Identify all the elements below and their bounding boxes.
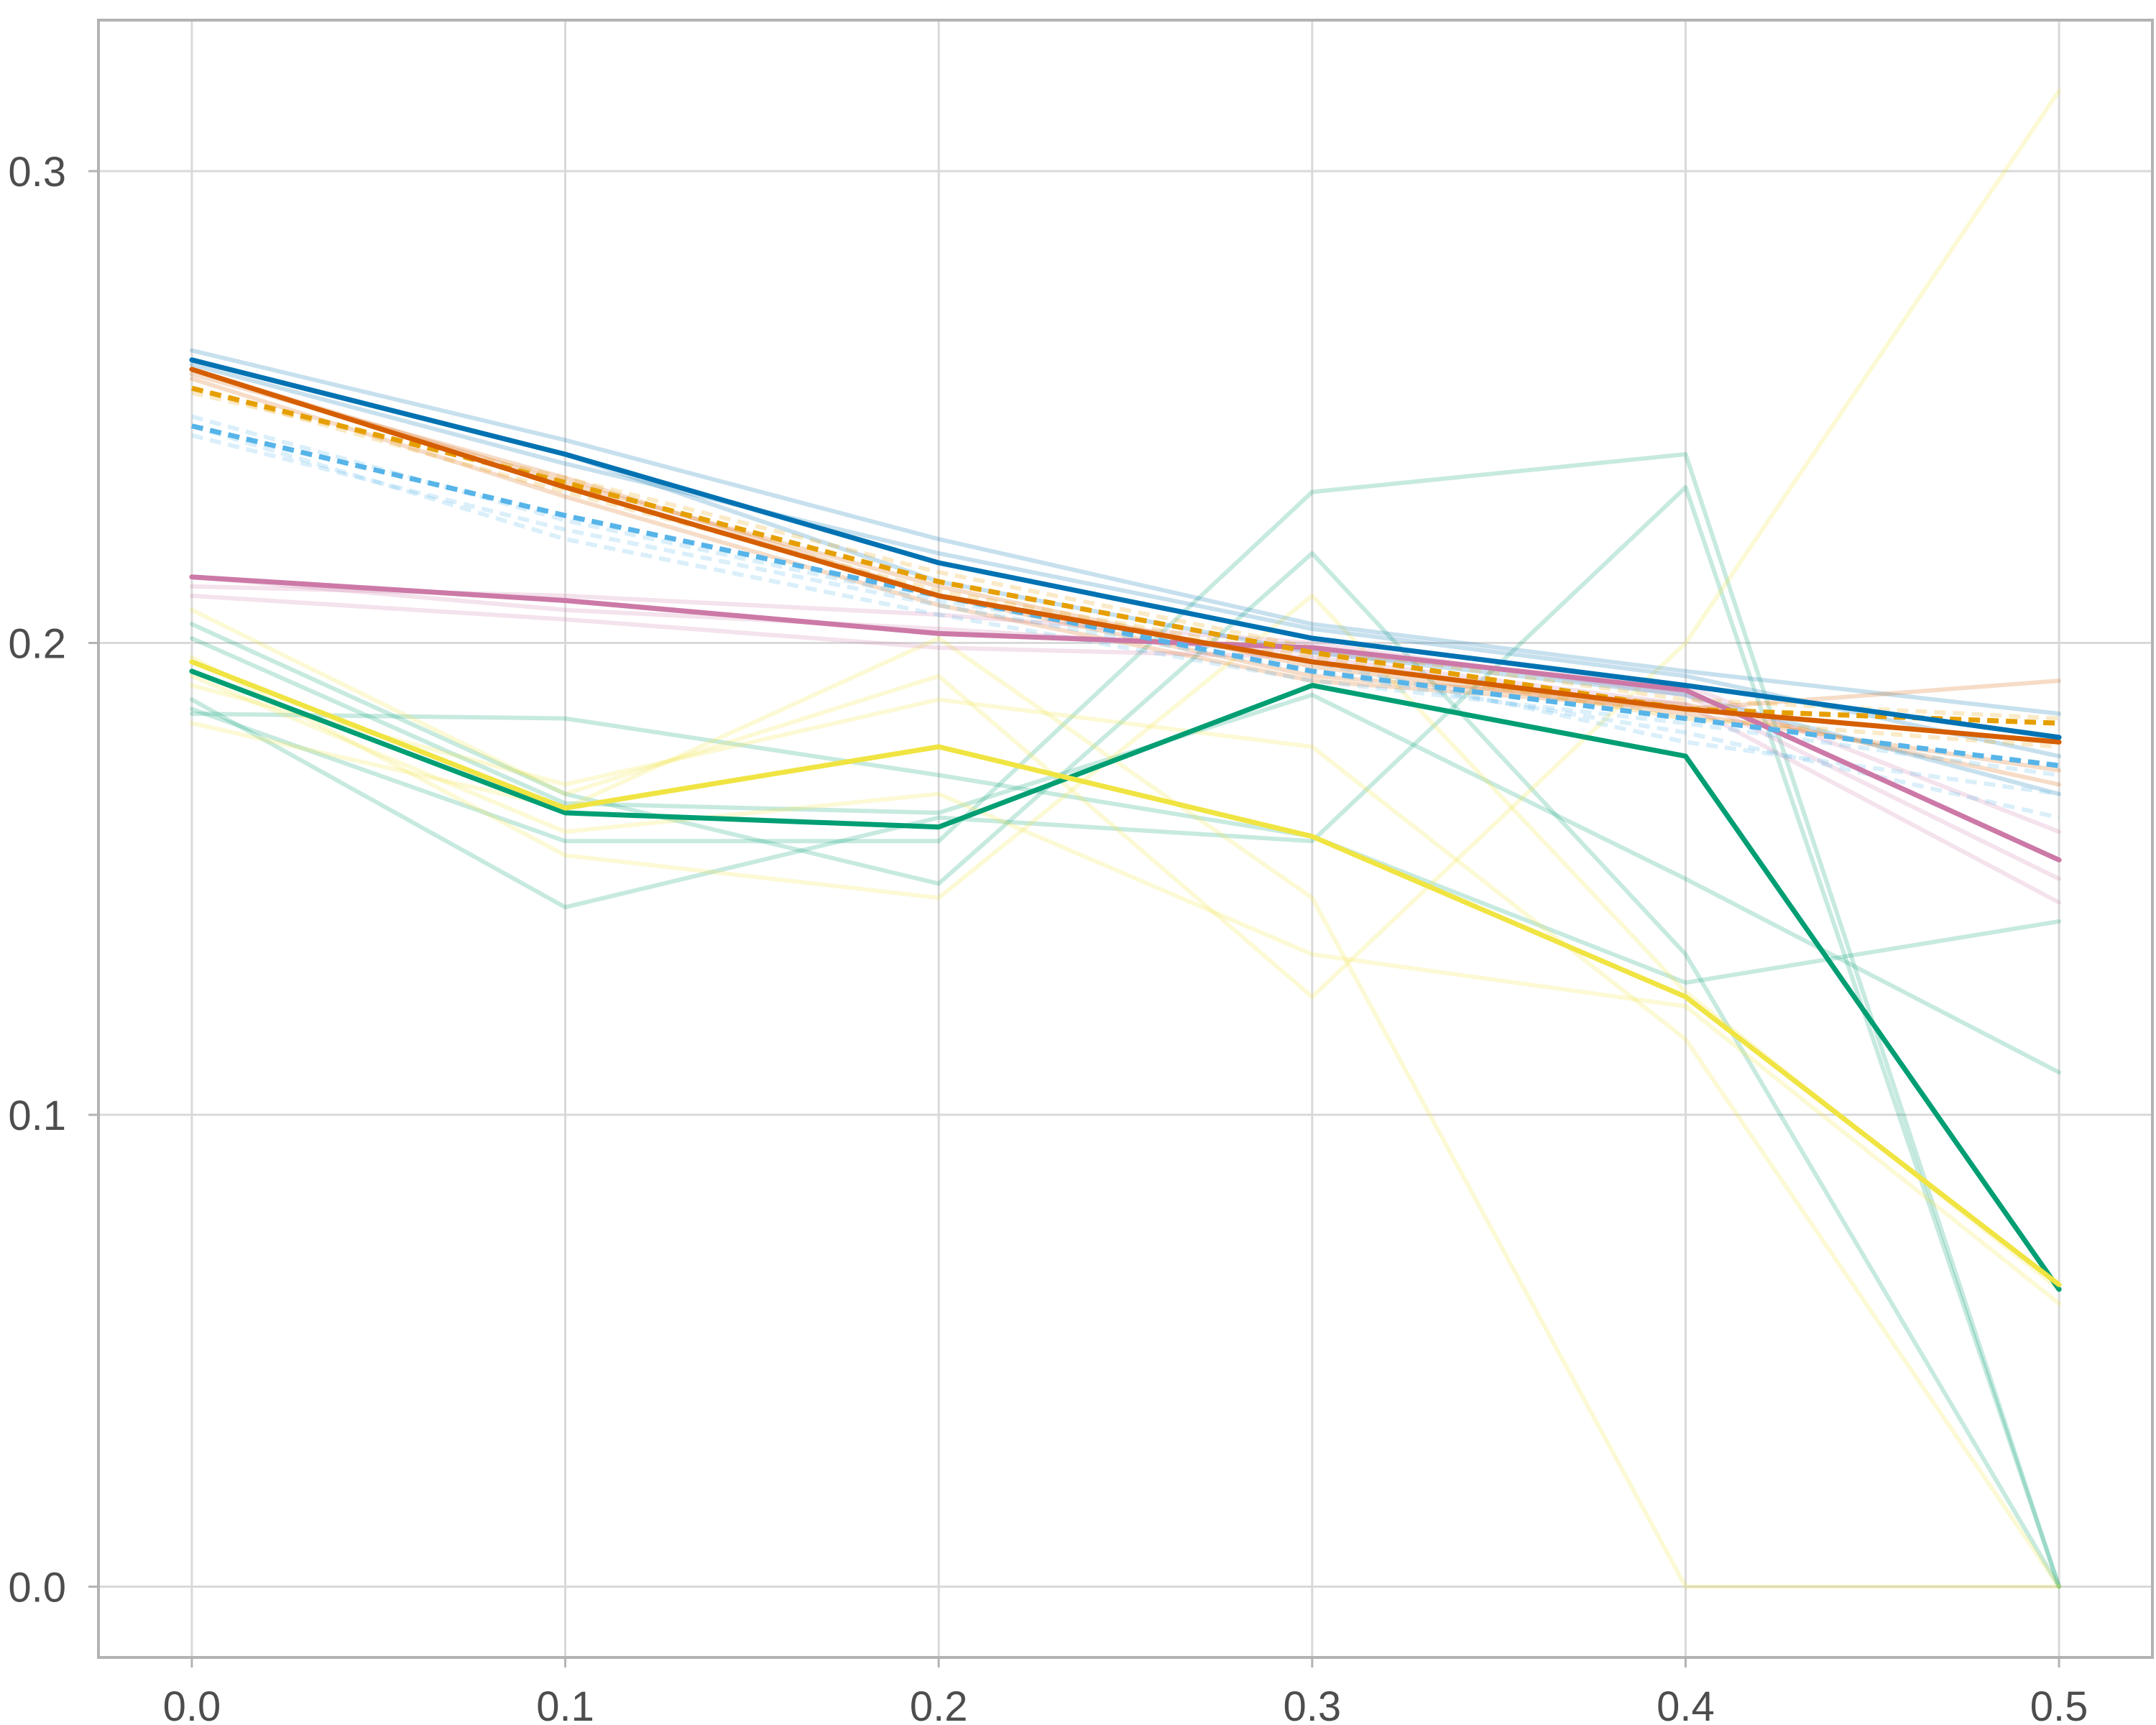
y-tick-label: 0.1	[8, 1092, 66, 1139]
axes: 0.0 0.1 0.2 0.3 0.4 0.5 0.0 0.1 0.2 0.3	[8, 19, 2154, 1725]
series-line-24	[189, 668, 2062, 1292]
series-line-25	[189, 659, 2062, 1287]
x-tick-label: 0.5	[2030, 1683, 2088, 1725]
y-tick-label: 0.2	[8, 621, 66, 668]
faint-series-line-11	[189, 593, 2062, 905]
faint-series-line-3	[189, 712, 2062, 985]
plot-panel-border	[97, 19, 2154, 1659]
faint-series-line-7	[189, 683, 2062, 1589]
faint-series-line-6	[189, 636, 2062, 1589]
series-lines	[189, 88, 2062, 1589]
faint-series-line-20	[191, 386, 2060, 749]
y-tick-label: 0.0	[8, 1565, 66, 1611]
x-tick-label: 0.2	[910, 1683, 968, 1725]
series-line-30	[189, 357, 2062, 740]
series-line-27	[191, 423, 2060, 768]
x-tick-label: 0.4	[1657, 1683, 1715, 1725]
faint-series-line-13	[189, 348, 2062, 716]
faint-series-line-5	[189, 88, 2062, 999]
faint-series-line-1	[189, 551, 2062, 1589]
faint-series-line-2	[189, 484, 2062, 1589]
faint-series-line-14	[189, 362, 2062, 759]
faint-series-line-23	[191, 423, 2060, 778]
x-tick-label: 0.1	[536, 1683, 594, 1725]
faint-series-line-9	[189, 673, 2062, 1306]
y-tick-label: 0.3	[8, 149, 66, 196]
series-line-26	[189, 574, 2062, 862]
faint-series-line-19	[191, 390, 2060, 721]
series-line-29	[189, 367, 2062, 745]
faint-series-line-0	[189, 452, 2062, 1589]
x-tick-label: 0.3	[1283, 1683, 1341, 1725]
x-tick-label: 0.0	[163, 1683, 221, 1725]
